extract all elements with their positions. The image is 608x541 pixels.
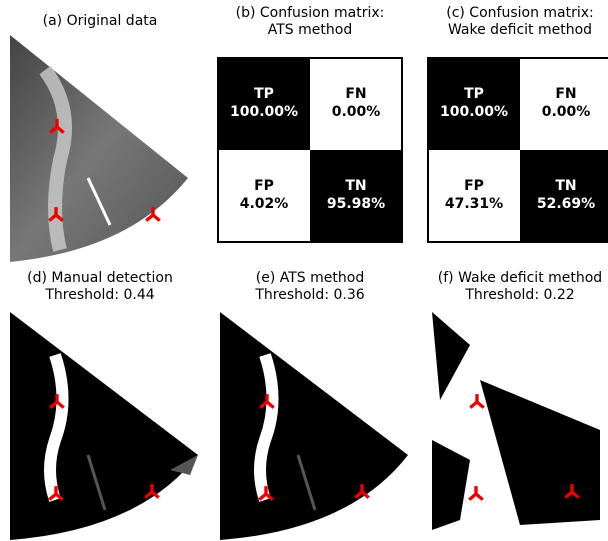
original-data-image xyxy=(10,35,188,262)
panel-title: (a) Original data xyxy=(43,13,158,29)
panel-title: Threshold: 0.44 xyxy=(44,287,154,303)
ats-detection-image xyxy=(220,312,408,540)
cell-value: 100.00% xyxy=(440,104,508,120)
panel-title: Threshold: 0.36 xyxy=(254,287,364,303)
panel-title: (f) Wake deficit method xyxy=(438,270,602,286)
cell-label: FN xyxy=(555,86,576,102)
cell-label: FP xyxy=(464,178,484,194)
wake-deficit-detection-image xyxy=(432,312,608,540)
figure: (a) Original data (b) Confusion matrix:AT… xyxy=(0,0,608,541)
panel-title: (b) Confusion matrix: xyxy=(236,5,385,21)
cell-value: 0.00% xyxy=(542,104,591,120)
cell-label: FN xyxy=(345,86,366,102)
panel-title: Threshold: 0.22 xyxy=(464,287,574,303)
cell-value: 47.31% xyxy=(445,196,503,212)
cell-value: 4.02% xyxy=(240,196,289,212)
cell-label: TN xyxy=(345,178,366,194)
panel-title: Wake deficit method xyxy=(448,22,592,38)
manual-detection-image xyxy=(10,312,198,540)
cell-value: 0.00% xyxy=(332,104,381,120)
figure-canvas: (a) Original data (b) Confusion matrix:AT… xyxy=(0,0,608,541)
cell-label: TN xyxy=(555,178,576,194)
cell-value: 95.98% xyxy=(327,196,385,212)
cell-label: TP xyxy=(464,86,484,102)
cell-label: TP xyxy=(254,86,274,102)
panel-title: (d) Manual detection xyxy=(27,270,173,286)
cell-value: 52.69% xyxy=(537,196,595,212)
cell-label: FP xyxy=(254,178,274,194)
panel-title: (e) ATS method xyxy=(256,270,364,286)
cell-value: 100.00% xyxy=(230,104,298,120)
panel-title: (c) Confusion matrix: xyxy=(446,5,594,21)
panel-title: ATS method xyxy=(268,22,352,38)
